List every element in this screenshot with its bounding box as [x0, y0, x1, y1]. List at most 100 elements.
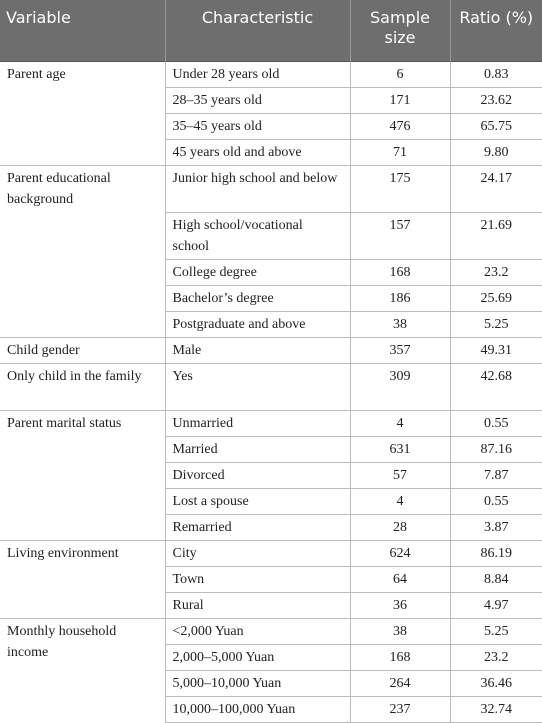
table-row: Parent marital status Unmarried 4 0.55: [0, 409, 542, 541]
table-row: Divorced 57 7.87: [0, 461, 542, 489]
characteristic-cell: Junior high school and below: [164, 164, 351, 213]
ratio-cell: 32.74: [449, 695, 542, 723]
ratio-cell: 0.55: [449, 487, 542, 515]
table-row: 10,000–100,000 Yuan 237 32.74: [0, 695, 542, 723]
ratio-cell: 0.55: [449, 409, 542, 437]
ratio-cell: 23.62: [449, 86, 542, 114]
variable-cell: Parent age: [0, 60, 166, 166]
sample-size-cell: 28: [349, 513, 451, 541]
characteristic-cell: 45 years old and above: [165, 138, 351, 166]
characteristic-cell: <2,000 Yuan: [164, 617, 351, 645]
sample-size-cell: 4: [349, 487, 451, 515]
sample-size-cell: 6: [349, 60, 451, 88]
sample-size-cell: 4: [349, 409, 451, 437]
sample-size-cell: 168: [349, 258, 451, 286]
sample-size-cell: 157: [349, 211, 451, 260]
sample-size-cell: 264: [349, 669, 451, 697]
characteristic-cell: Male: [164, 336, 351, 364]
sample-size-cell: 57: [349, 461, 451, 489]
ratio-cell: 23.2: [449, 258, 542, 286]
table-row: Postgraduate and above 38 5.25: [0, 310, 542, 338]
variable-cell: Living environment: [0, 539, 166, 619]
ratio-cell: 3.87: [449, 513, 542, 541]
ratio-cell: 7.87: [449, 461, 542, 489]
characteristic-cell: College degree: [165, 258, 351, 286]
ratio-cell: 4.97: [449, 591, 542, 619]
table-row: Parent educational background Junior high…: [0, 164, 542, 338]
characteristic-cell: 28–35 years old: [165, 86, 351, 114]
header-row: Variable Characteristic Sample size Ratio (…: [0, 0, 542, 61]
ratio-cell: 23.2: [449, 643, 542, 671]
characteristic-cell: Yes: [164, 362, 351, 411]
table-row: Married 631 87.16: [0, 435, 542, 463]
sample-size-cell: 357: [349, 336, 451, 364]
characteristic-cell: Unmarried: [164, 409, 351, 437]
sample-size-cell: 171: [349, 86, 451, 114]
table-row: Remarried 28 3.87: [0, 513, 542, 541]
ratio-cell: 21.69: [449, 211, 542, 260]
table-row: 5,000–10,000 Yuan 264 36.46: [0, 669, 542, 697]
sample-size-cell: 38: [349, 310, 451, 338]
characteristic-cell: Postgraduate and above: [165, 310, 351, 338]
variable-cell: Only child in the family: [0, 362, 166, 411]
characteristic-cell: 35–45 years old: [165, 112, 351, 140]
ratio-cell: 0.83: [449, 60, 542, 88]
sample-size-cell: 71: [349, 138, 451, 166]
characteristic-cell: Married: [165, 435, 351, 463]
variable-cell: Child gender: [0, 336, 166, 364]
ratio-cell: 49.31: [449, 336, 542, 364]
header-cell: Characteristic: [164, 0, 350, 61]
characteristic-cell: Remarried: [165, 513, 351, 541]
variable-cell: Monthly household income: [0, 617, 166, 723]
sample-size-cell: 476: [349, 112, 451, 140]
sample-size-cell: 168: [349, 643, 451, 671]
characteristic-cell: Town: [165, 565, 351, 593]
variable-cell: Parent educational background: [0, 164, 166, 338]
sample-size-cell: 64: [349, 565, 451, 593]
characteristic-cell: Under 28 years old: [164, 60, 351, 88]
sample-size-cell: 624: [349, 539, 451, 567]
header-cell: Sample size: [349, 0, 450, 61]
ratio-cell: 25.69: [449, 284, 542, 312]
table-row: Child gender Male 357 49.31: [0, 336, 542, 364]
table-row: 28–35 years old 171 23.62: [0, 86, 542, 114]
sample-size-cell: 237: [349, 695, 451, 723]
table-row: Only child in the family Yes 309 42.68: [0, 362, 542, 411]
ratio-cell: 36.46: [449, 669, 542, 697]
characteristic-cell: 2,000–5,000 Yuan: [165, 643, 351, 671]
characteristic-cell: Rural: [165, 591, 351, 619]
ratio-cell: 87.16: [449, 435, 542, 463]
table-row: Monthly household income <2,000 Yuan 38 5.2…: [0, 617, 542, 723]
ratio-cell: 5.25: [449, 617, 542, 645]
sample-size-cell: 309: [349, 362, 451, 411]
table-row: Parent age Under 28 years old 6 0.83: [0, 60, 542, 166]
characteristic-cell: High school/vocational school: [165, 211, 351, 260]
characteristic-cell: 10,000–100,000 Yuan: [165, 695, 351, 723]
ratio-cell: 65.75: [449, 112, 542, 140]
ratio-cell: 86.19: [449, 539, 542, 567]
characteristic-cell: 5,000–10,000 Yuan: [165, 669, 351, 697]
table-row: College degree 168 23.2: [0, 258, 542, 286]
characteristic-cell: Lost a spouse: [165, 487, 351, 515]
characteristic-cell: City: [164, 539, 351, 567]
table-row: Living environment City 624 86.19: [0, 539, 542, 619]
ratio-cell: 5.25: [449, 310, 542, 338]
sample-size-cell: 186: [349, 284, 451, 312]
ratio-cell: 9.80: [449, 138, 542, 166]
table-row: 35–45 years old 476 65.75: [0, 112, 542, 140]
ratio-cell: 8.84: [449, 565, 542, 593]
ratio-cell: 42.68: [449, 362, 542, 411]
variable-cell: Parent marital status: [0, 409, 166, 541]
header-cell: Variable: [0, 0, 165, 61]
table-row: 2,000–5,000 Yuan 168 23.2: [0, 643, 542, 671]
sample-size-cell: 36: [349, 591, 451, 619]
characteristic-cell: Bachelor’s degree: [165, 284, 351, 312]
ratio-cell: 24.17: [449, 164, 542, 213]
sample-size-cell: 631: [349, 435, 451, 463]
header-cell: Ratio (%): [449, 0, 542, 61]
characteristic-cell: Divorced: [165, 461, 351, 489]
sample-size-cell: 175: [349, 164, 451, 213]
sample-size-cell: 38: [349, 617, 451, 645]
